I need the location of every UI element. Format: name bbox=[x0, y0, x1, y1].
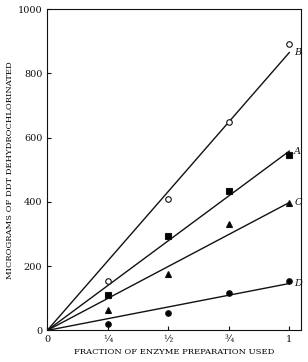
X-axis label: FRACTION OF ENZYME PREPARATION USED: FRACTION OF ENZYME PREPARATION USED bbox=[74, 349, 274, 357]
Text: A: A bbox=[294, 147, 301, 156]
Y-axis label: MICROGRAMS OF DDT DEHYDROCHLORINATED: MICROGRAMS OF DDT DEHYDROCHLORINATED bbox=[6, 61, 14, 279]
Text: C: C bbox=[294, 198, 302, 207]
Text: D: D bbox=[294, 279, 302, 288]
Text: B: B bbox=[294, 48, 301, 57]
